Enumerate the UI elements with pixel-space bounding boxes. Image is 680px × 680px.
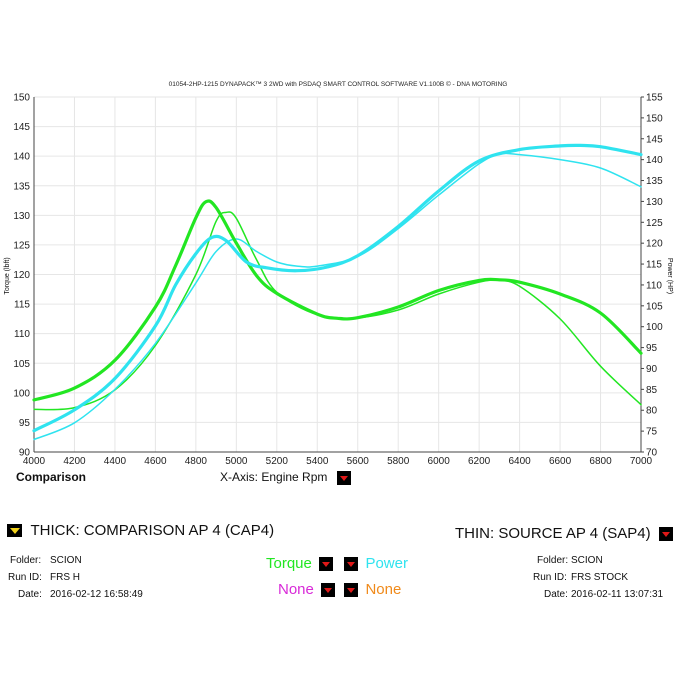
y-right-tick-label: 135 [646,176,663,187]
y-left-tick-label: 140 [13,152,30,163]
y-right-tick-label: 85 [646,385,658,396]
series-torque-cap4-line [32,199,643,402]
x-tick-label: 6000 [428,456,451,467]
torque-selector[interactable]: Torque [266,555,334,573]
chart-title: 01054-2HP-1215 DYNAPACK™ 3 2WD with PSDA… [169,80,508,88]
y-right-tick-label: 145 [646,134,663,145]
none-left-selector-label: None [278,581,314,598]
y-left-tick-label: 150 [13,93,30,104]
power-dropdown-button[interactable] [344,556,358,571]
left-date-label: Date: [18,589,42,600]
y-axis-left-title: Torque (lbft) [4,257,11,294]
x-tick-label: 4200 [63,456,86,467]
power-selector[interactable]: Power [344,555,408,573]
x-tick-label: 4000 [23,456,46,467]
none-left-selector[interactable]: None [278,581,336,599]
none-right-dropdown-button[interactable] [344,582,358,597]
y-left-tick-label: 95 [19,418,31,429]
right-date-label: Date: [544,589,568,600]
chart-axes: 4000 4200 4400 4600 4800 5000 5200 5400 5600 5800… [13,93,663,468]
y-right-tick-label: 90 [646,364,658,375]
y-right-tick-label: 120 [646,239,663,250]
right-folder-value: SCION [571,555,603,566]
chart-series [32,143,643,441]
y-left-tick-label: 120 [13,270,30,281]
none-right-selector[interactable]: None [344,581,401,599]
right-runid-value: FRS STOCK [571,572,629,583]
series-power-sap4-line [33,152,642,441]
left-folder-label: Folder: [10,555,42,566]
thin-run-dropdown-button[interactable] [659,526,674,541]
thick-run-selector[interactable]: THICK: COMPARISON AP 4 (CAP4) [7,522,274,540]
y-left-tick-label: 145 [13,122,30,133]
x-tick-label: 4600 [144,456,167,467]
x-tick-label: 6600 [549,456,572,467]
y-right-tick-label: 125 [646,218,663,229]
left-date-value: 2016-02-12 16:58:49 [50,589,143,600]
left-runid-value: FRS H [50,572,80,583]
power-selector-label: Power [365,555,408,572]
series-power-cap4-line [32,143,643,433]
none-left-dropdown-button[interactable] [321,582,336,597]
y-right-tick-label: 80 [646,406,658,417]
x-tick-label: 7000 [630,456,653,467]
x-tick-label: 5400 [306,456,329,467]
thick-run-dropdown-icon[interactable] [7,524,22,538]
y-right-tick-label: 150 [646,113,663,124]
y-right-tick-label: 70 [646,448,658,459]
thick-run-label: THICK: COMPARISON AP 4 (CAP4) [30,522,275,539]
y-left-tick-label: 110 [14,329,30,340]
y-right-tick-label: 155 [646,93,663,104]
y-right-tick-label: 130 [646,197,663,208]
y-left-tick-label: 125 [13,240,30,251]
y-right-tick-label: 75 [646,427,658,438]
right-runid-label: Run ID: [533,572,567,583]
y-right-tick-label: 95 [646,343,658,354]
comparison-label: Comparison [16,470,87,484]
torque-selector-label: Torque [266,555,312,572]
torque-dropdown-button[interactable] [319,556,334,571]
y-left-tick-label: 100 [13,388,30,399]
y-right-tick-label: 105 [646,301,663,312]
x-tick-label: 6800 [589,456,612,467]
chart-grid [33,96,642,453]
x-tick-label: 5600 [347,456,370,467]
y-right-tick-label: 140 [646,155,663,166]
x-tick-label: 4800 [185,456,208,467]
y-right-tick-label: 115 [646,260,662,271]
y-right-tick-label: 100 [646,322,663,333]
x-tick-label: 6400 [508,456,531,467]
dyno-chart: 01054-2HP-1215 DYNAPACK™ 3 2WD with PSDA… [4,80,673,468]
y-left-tick-label: 90 [19,448,31,459]
y-left-tick-label: 135 [13,181,30,192]
x-axis-selector-label: X-Axis: Engine Rpm [220,470,328,484]
none-right-selector-label: None [365,581,402,598]
y-left-tick-label: 105 [13,359,30,370]
left-runid-label: Run ID: [8,572,42,583]
right-folder-label: Folder: [537,555,569,566]
x-tick-label: 5000 [225,456,248,467]
thin-run-selector[interactable]: THIN: SOURCE AP 4 (SAP4) [455,525,674,543]
y-right-tick-label: 110 [646,280,662,291]
y-left-tick-label: 130 [13,211,30,222]
x-tick-label: 4400 [104,456,127,467]
y-axis-right-title: Power (HP) [666,258,673,294]
x-tick-label: 6200 [468,456,491,467]
left-folder-value: SCION [50,555,82,566]
right-date-value: 2016-02-11 13:07:31 [571,589,664,600]
y-left-tick-label: 115 [14,300,30,311]
x-tick-label: 5800 [387,456,410,467]
x-axis-dropdown-button[interactable] [336,470,351,485]
x-axis-selector[interactable]: X-Axis: Engine Rpm [220,470,351,485]
thin-run-label: THIN: SOURCE AP 4 (SAP4) [455,525,651,542]
x-tick-label: 5200 [266,456,289,467]
